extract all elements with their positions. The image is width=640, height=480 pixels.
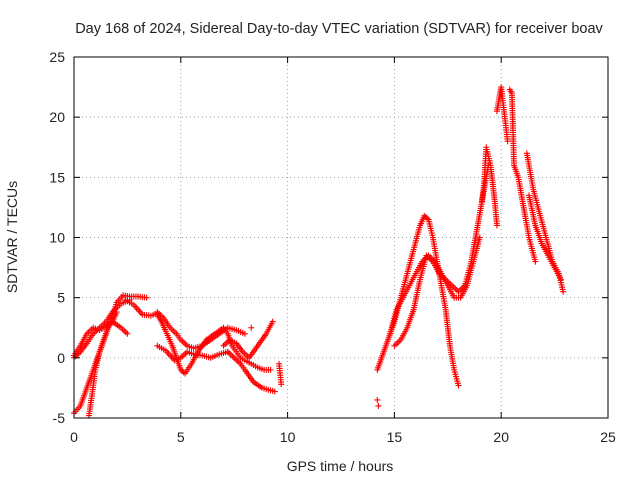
y-tick-label: 20 [49, 109, 65, 125]
x-tick-label: 10 [280, 429, 296, 445]
y-tick-label: 15 [49, 169, 65, 185]
y-tick-label: 10 [49, 230, 65, 246]
data-point-outlier [375, 402, 382, 409]
y-axis-label: SDTVAR / TECUs [4, 181, 20, 293]
data-points [71, 84, 567, 419]
data-point-track-k [269, 318, 276, 325]
data-point-track-r [504, 138, 511, 145]
data-point-outlier [374, 396, 381, 403]
y-tick-label: 25 [49, 49, 65, 65]
x-tick-label: 0 [70, 429, 78, 445]
x-tick-label: 5 [177, 429, 185, 445]
x-tick-label: 20 [493, 429, 509, 445]
data-point-track-j [271, 388, 278, 395]
data-point-track-i [267, 366, 274, 373]
y-tick-label: 5 [57, 290, 65, 306]
data-point-track-h [241, 330, 248, 337]
data-point-track-b [124, 330, 131, 337]
chart-title: Day 168 of 2024, Sidereal Day-to-day VTE… [75, 21, 603, 37]
data-point-track-q [493, 222, 500, 229]
data-point-outlier [248, 324, 255, 331]
x-tick-label: 15 [387, 429, 403, 445]
data-point-track-d [113, 309, 120, 316]
y-tick-label: -5 [53, 410, 66, 426]
y-tick-label: 0 [57, 350, 65, 366]
data-point-track-s [532, 258, 539, 265]
x-axis-label: GPS time / hours [287, 458, 394, 474]
data-point-track-t [560, 288, 567, 295]
data-point-track-m [424, 215, 431, 222]
x-tick-label: 25 [600, 429, 616, 445]
data-point-track-l [278, 381, 285, 388]
data-point-track-f [180, 369, 187, 376]
data-point-track-m [455, 382, 462, 389]
data-point-track-u [558, 276, 565, 283]
data-point-track-n [476, 234, 483, 241]
data-point-track-a [143, 294, 150, 301]
